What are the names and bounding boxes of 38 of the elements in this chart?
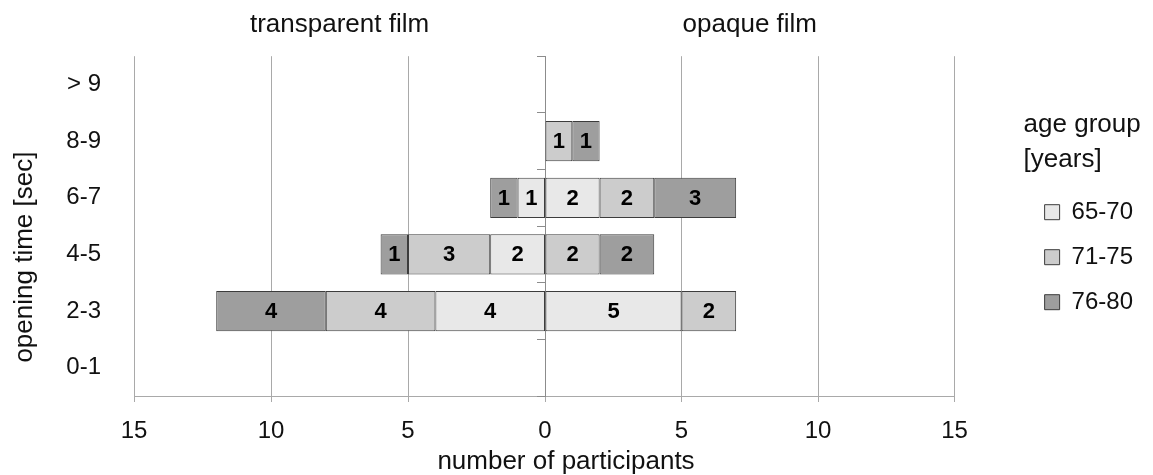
data-label: 5	[607, 298, 620, 324]
data-label: 2	[702, 298, 715, 324]
legend-label: 76-80	[1071, 286, 1134, 314]
chart-title: opaque film	[682, 7, 818, 38]
data-label: 4	[264, 298, 278, 324]
data-label: 1	[579, 128, 593, 154]
y-tick-label: > 9	[66, 69, 101, 97]
x-tick-label: 5	[674, 416, 689, 444]
x-tick-label: 0	[538, 416, 552, 444]
y-tick-label: 0-1	[66, 352, 101, 380]
data-label: 2	[566, 241, 579, 267]
data-label: 2	[620, 184, 634, 210]
data-label: 1	[388, 241, 401, 267]
x-tick-label: 10	[257, 416, 285, 444]
data-label: 3	[689, 184, 702, 210]
data-label: 4	[484, 298, 498, 324]
y-tick-label: 4-5	[66, 239, 101, 267]
x-tick-label: 15	[941, 416, 968, 444]
data-label: 2	[511, 241, 524, 267]
legend-title: age group [years]	[1023, 108, 1141, 174]
data-label: 4	[374, 298, 388, 324]
x-tick-label: 5	[401, 416, 415, 444]
chart-title: transparent film	[249, 7, 430, 38]
data-label: 1	[552, 128, 566, 154]
x-tick-label: 10	[804, 416, 832, 444]
data-label: 1	[525, 184, 538, 210]
data-label: 2	[620, 241, 634, 267]
legend-label: 65-70	[1071, 196, 1134, 224]
legend-label: 71-75	[1071, 241, 1134, 269]
y-axis-title: opening time [sec]	[8, 151, 39, 363]
y-tick-label: 6-7	[66, 182, 101, 210]
y-tick-label: 2-3	[66, 295, 101, 323]
data-label: 1	[497, 184, 511, 210]
data-label: 3	[442, 241, 456, 267]
y-tick-label: 8-9	[66, 125, 101, 153]
data-label: 2	[566, 184, 579, 210]
x-tick-label: 15	[120, 416, 148, 444]
x-axis-title: number of participants	[437, 444, 695, 475]
